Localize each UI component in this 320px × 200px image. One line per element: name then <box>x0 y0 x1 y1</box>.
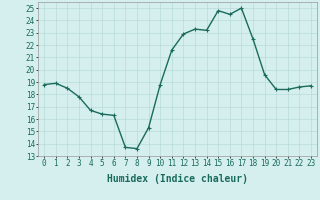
X-axis label: Humidex (Indice chaleur): Humidex (Indice chaleur) <box>107 174 248 184</box>
